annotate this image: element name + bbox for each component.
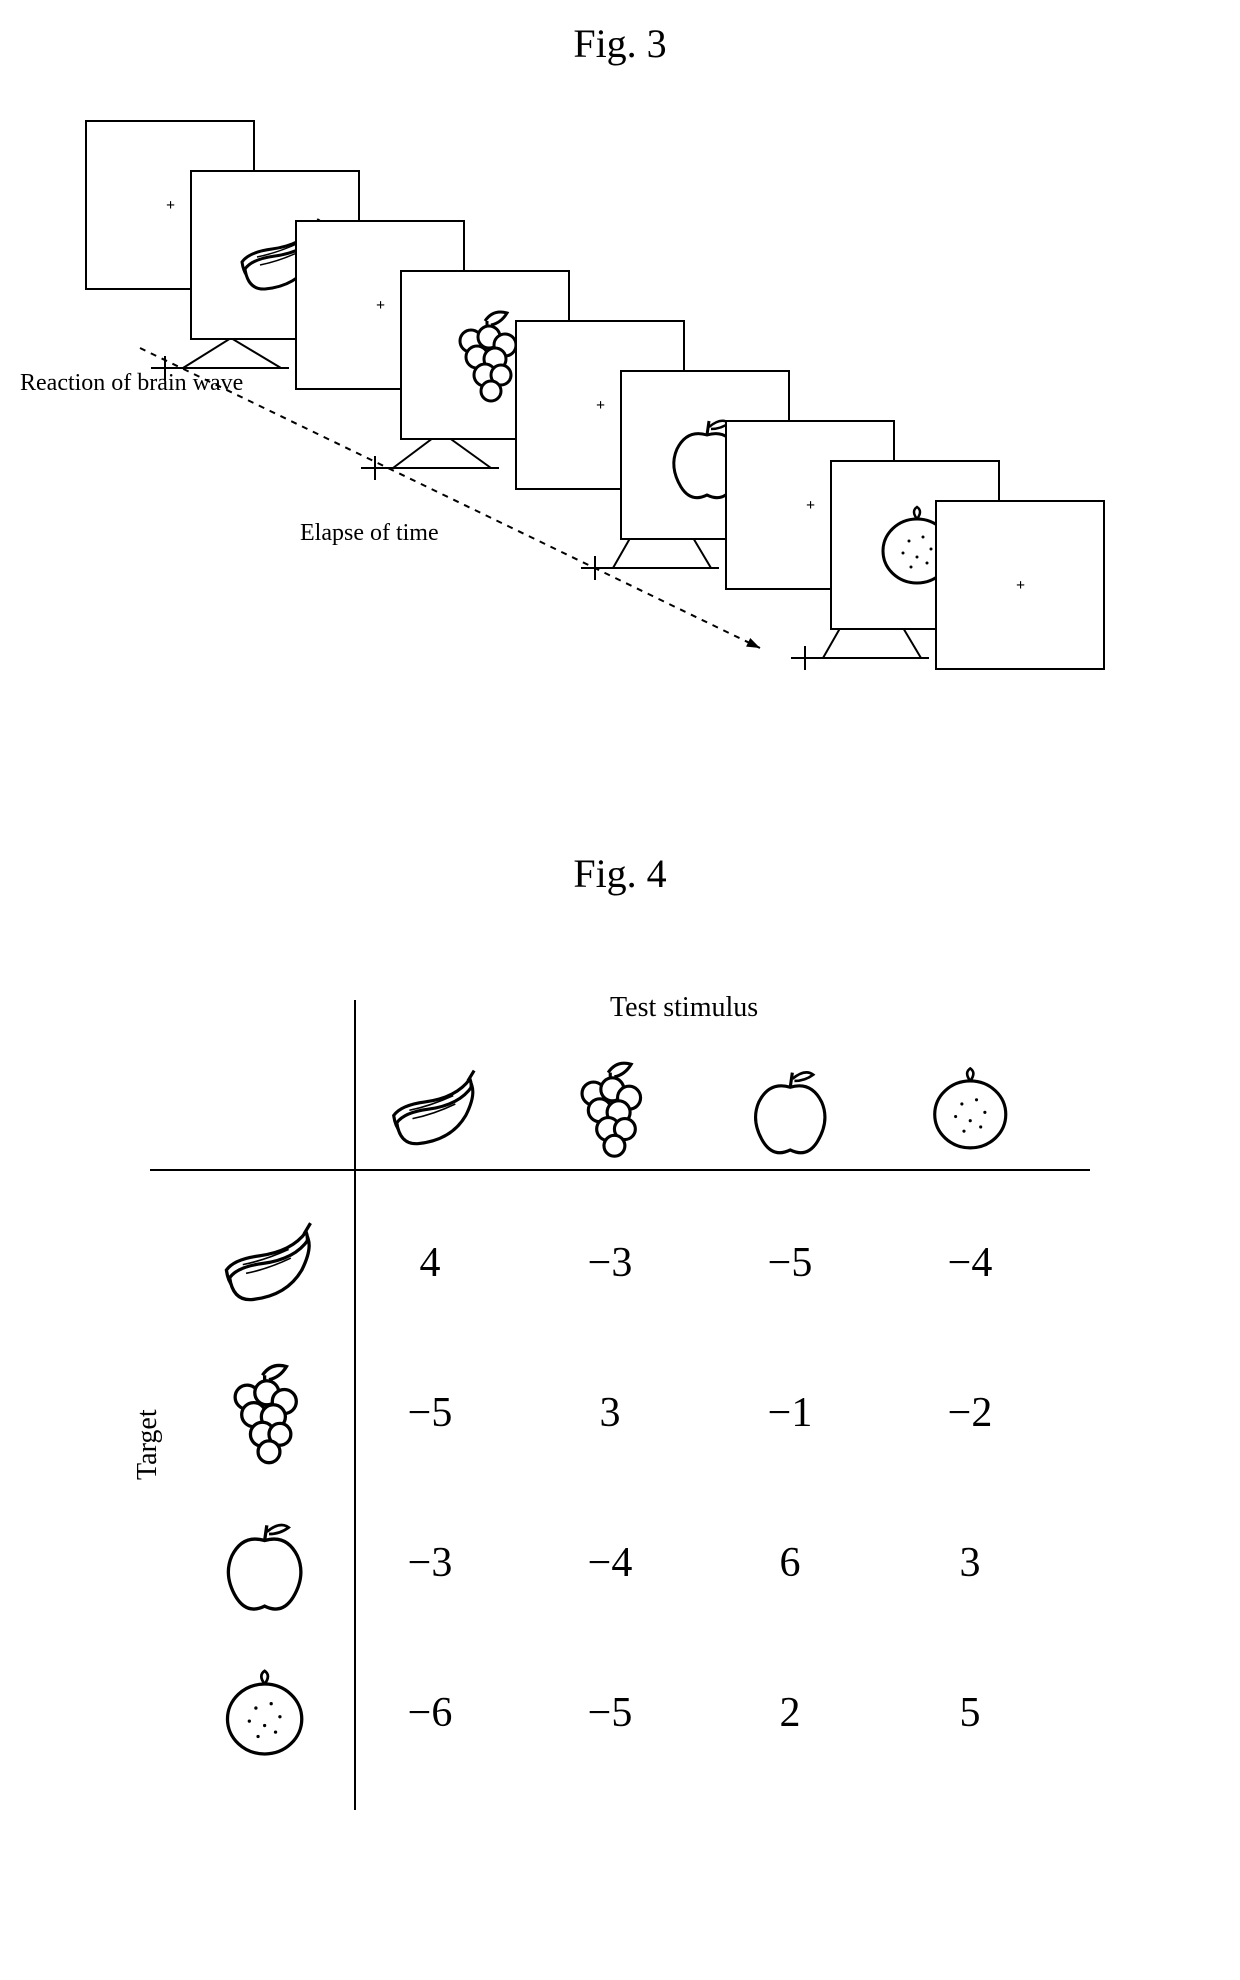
cell-0-3: −4 [880, 1239, 1060, 1287]
fixation-cross: + [1016, 577, 1025, 595]
fig3-title: Fig. 3 [573, 20, 666, 67]
cell-3-1: −5 [520, 1689, 700, 1737]
fig3: Fig. 3 + + + + [0, 0, 1240, 780]
elapse-label: Elapse of time [300, 520, 439, 547]
fig4: Fig. 4 Test stimulusTarget [0, 810, 1240, 1960]
cell-2-2: 6 [700, 1539, 880, 1587]
column-header-label: Test stimulus [610, 992, 758, 1024]
cell-3-3: 5 [880, 1689, 1060, 1737]
fig4-title: Fig. 4 [573, 850, 666, 897]
column-banana-icon [378, 1058, 483, 1168]
cell-2-1: −4 [520, 1539, 700, 1587]
row-orange-icon [210, 1660, 319, 1774]
cell-3-2: 2 [700, 1689, 880, 1737]
cell-1-3: −2 [880, 1389, 1060, 1437]
cell-2-3: 3 [880, 1539, 1060, 1587]
fixation-cross: + [806, 497, 815, 515]
row-grapes-icon [210, 1360, 319, 1474]
column-orange-icon [918, 1058, 1023, 1168]
cell-0-0: 4 [340, 1239, 520, 1287]
cell-1-2: −1 [700, 1389, 880, 1437]
row-apple-icon [210, 1510, 319, 1624]
column-grapes-icon [558, 1058, 663, 1168]
cell-2-0: −3 [340, 1539, 520, 1587]
brainwave-label: Reaction of brain wave [20, 370, 243, 397]
cell-0-2: −5 [700, 1239, 880, 1287]
cell-1-1: 3 [520, 1389, 700, 1437]
cell-3-0: −6 [340, 1689, 520, 1737]
fixation-cross: + [376, 297, 385, 315]
row-banana-icon [210, 1210, 319, 1324]
column-apple-icon [738, 1058, 843, 1168]
row-header-label: Target [132, 1409, 164, 1480]
fig3-area: + + + + +Reaction of b [60, 120, 1180, 720]
fixation-cross: + [596, 397, 605, 415]
cell-1-0: −5 [340, 1389, 520, 1437]
fig4-area: Test stimulusTarget [150, 940, 1090, 1840]
fixation-cross: + [166, 197, 175, 215]
cell-0-1: −3 [520, 1239, 700, 1287]
fixation-card: + [935, 500, 1105, 670]
